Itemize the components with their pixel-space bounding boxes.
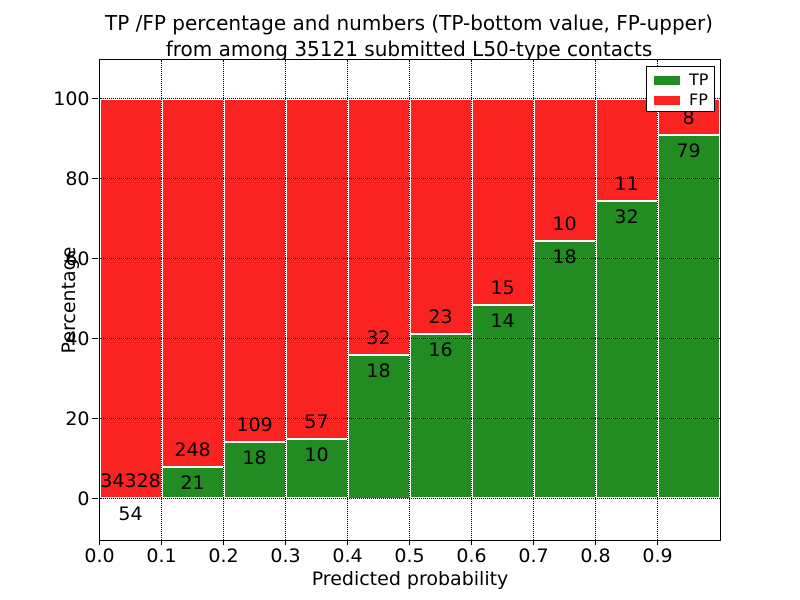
tp-count-label: 18 bbox=[242, 446, 267, 469]
x-tick-label: 0.3 bbox=[270, 544, 301, 567]
legend-row: FP bbox=[654, 90, 714, 110]
y-tick bbox=[91, 97, 98, 100]
bar-fp-segment bbox=[223, 98, 286, 442]
bar-fp-segment bbox=[285, 98, 348, 439]
fp-count-label: 32 bbox=[366, 326, 391, 349]
x-tick-label: 0.7 bbox=[518, 544, 549, 567]
tp-count-label: 21 bbox=[180, 472, 205, 495]
x-tick bbox=[470, 539, 473, 545]
fp-count-label: 109 bbox=[236, 413, 273, 436]
legend: TP FP bbox=[646, 66, 715, 112]
x-tick-label: 0.0 bbox=[84, 544, 115, 567]
x-tick-label: 0.6 bbox=[456, 544, 487, 567]
vertical-gridline bbox=[347, 59, 348, 540]
vertical-gridline bbox=[471, 59, 472, 540]
x-tick-label: 0.1 bbox=[146, 544, 177, 567]
bar-tp-segment bbox=[595, 200, 658, 499]
bar-tp-segment bbox=[657, 135, 720, 499]
x-tick-label: 0.9 bbox=[642, 544, 673, 567]
legend-swatch-fp bbox=[654, 95, 680, 105]
y-axis-label: Percentage bbox=[58, 246, 80, 354]
vertical-gridline bbox=[657, 59, 658, 540]
vertical-gridline bbox=[409, 59, 410, 540]
tp-count-label: 18 bbox=[366, 359, 391, 382]
fp-count-label: 248 bbox=[174, 439, 211, 462]
tp-count-label: 18 bbox=[552, 246, 577, 269]
vertical-gridline bbox=[161, 59, 162, 540]
x-tick bbox=[222, 539, 225, 545]
x-tick bbox=[656, 539, 659, 545]
bar-tp-segment bbox=[471, 305, 534, 499]
fp-count-label: 15 bbox=[490, 277, 515, 300]
y-tick-label: 80 bbox=[65, 167, 90, 190]
vertical-gridline bbox=[595, 59, 596, 540]
bar-tp-segment bbox=[161, 467, 224, 499]
fp-count-label: 8 bbox=[682, 107, 695, 130]
bar-fp-segment bbox=[161, 98, 224, 468]
y-tick bbox=[91, 177, 98, 180]
y-tick-label: 60 bbox=[65, 247, 90, 270]
legend-label-tp: TP bbox=[689, 70, 709, 89]
vertical-gridline bbox=[533, 59, 534, 540]
bar-fp-segment bbox=[595, 98, 658, 201]
y-tick bbox=[91, 417, 98, 420]
bar-tp-segment bbox=[285, 438, 348, 499]
x-axis-label: Predicted probability bbox=[311, 568, 509, 590]
bar-tp-segment bbox=[409, 334, 472, 499]
y-tick-label: 0 bbox=[77, 487, 90, 510]
fp-count-label: 23 bbox=[428, 306, 453, 329]
horizontal-gridline bbox=[99, 418, 720, 419]
chart-title-line1: TP /FP percentage and numbers (TP-bottom… bbox=[105, 11, 713, 35]
chart-title: TP /FP percentage and numbers (TP-bottom… bbox=[98, 10, 720, 62]
bar-fp-segment bbox=[347, 98, 410, 355]
x-tick bbox=[98, 539, 101, 545]
y-tick bbox=[91, 497, 98, 500]
fp-count-label: 34328 bbox=[100, 469, 161, 492]
y-tick bbox=[91, 257, 98, 260]
vertical-gridline bbox=[285, 59, 286, 540]
chart-title-line2: from among 35121 submitted L50-type cont… bbox=[165, 37, 653, 61]
x-tick bbox=[160, 539, 163, 545]
horizontal-gridline bbox=[99, 258, 720, 259]
y-tick-label: 100 bbox=[53, 87, 90, 110]
legend-row: TP bbox=[654, 70, 714, 90]
horizontal-gridline bbox=[99, 98, 720, 99]
tp-count-label: 14 bbox=[490, 310, 515, 333]
tp-count-label: 32 bbox=[614, 205, 639, 228]
x-tick bbox=[284, 539, 287, 545]
y-tick-label: 20 bbox=[65, 407, 90, 430]
bar-fp-segment bbox=[471, 98, 534, 306]
tp-count-label: 79 bbox=[676, 140, 701, 163]
tp-count-label: 10 bbox=[304, 443, 329, 466]
y-tick bbox=[91, 337, 98, 340]
x-tick bbox=[532, 539, 535, 545]
bar-fp-segment bbox=[409, 98, 472, 335]
horizontal-gridline bbox=[99, 498, 720, 499]
x-tick-label: 0.8 bbox=[580, 544, 611, 567]
horizontal-gridline bbox=[99, 178, 720, 179]
x-tick bbox=[408, 539, 411, 545]
bar-fp-segment bbox=[99, 98, 162, 498]
tp-count-label: 16 bbox=[428, 339, 453, 362]
horizontal-gridline bbox=[99, 338, 720, 339]
tp-count-label: 54 bbox=[118, 502, 143, 525]
bar-tp-segment bbox=[347, 354, 410, 499]
x-tick bbox=[594, 539, 597, 545]
legend-label-fp: FP bbox=[689, 90, 708, 109]
x-tick-label: 0.4 bbox=[332, 544, 363, 567]
x-tick bbox=[346, 539, 349, 545]
legend-swatch-tp bbox=[654, 75, 680, 85]
bar-tp-segment bbox=[533, 241, 596, 499]
bar-fp-segment bbox=[533, 98, 596, 242]
vertical-gridline bbox=[223, 59, 224, 540]
y-tick-label: 40 bbox=[65, 327, 90, 350]
fp-count-label: 11 bbox=[614, 172, 639, 195]
fp-count-label: 57 bbox=[304, 410, 329, 433]
fp-count-label: 10 bbox=[552, 213, 577, 236]
x-tick-label: 0.5 bbox=[394, 544, 425, 567]
plot-area: 34328 54 248 21 109 18 57 10 32 18 23 16 15 14 10 18 11 3… bbox=[53, 58, 721, 567]
x-tick-label: 0.2 bbox=[208, 544, 239, 567]
